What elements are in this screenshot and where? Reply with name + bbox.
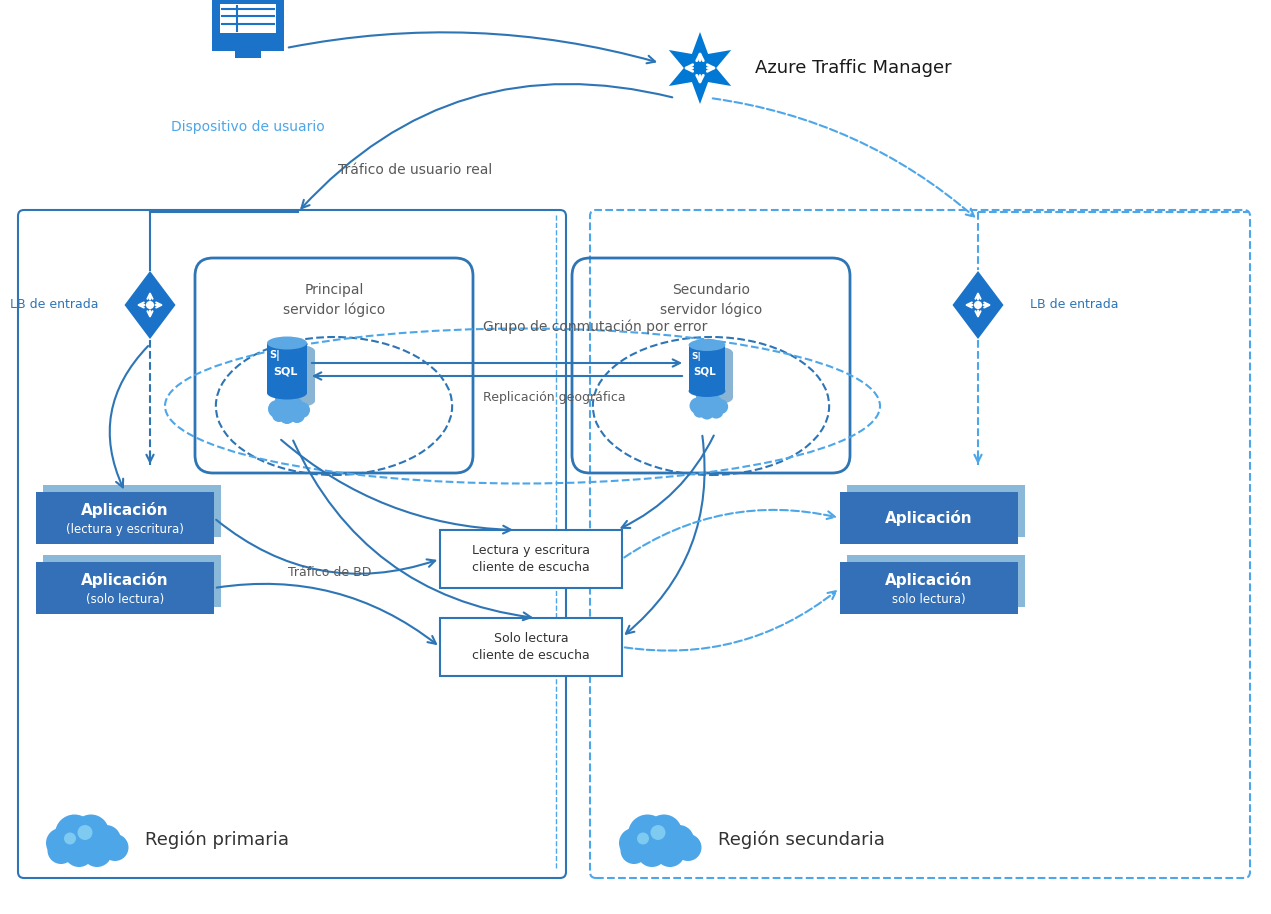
Circle shape: [55, 814, 94, 854]
Circle shape: [275, 394, 296, 416]
Bar: [440, 530, 622, 588]
Bar: [212, 40, 283, 50]
Text: Dispositivo de usuario: Dispositivo de usuario: [172, 120, 325, 134]
Circle shape: [102, 834, 128, 861]
Circle shape: [280, 408, 295, 424]
Circle shape: [64, 837, 94, 867]
Text: S|: S|: [691, 352, 700, 361]
Ellipse shape: [689, 385, 726, 397]
Bar: [220, 4, 276, 33]
Text: Principal
servidor lógico: Principal servidor lógico: [283, 283, 385, 317]
Circle shape: [646, 814, 683, 851]
Circle shape: [699, 405, 714, 420]
Text: solo lectura): solo lectura): [892, 592, 966, 605]
Bar: [43, 555, 221, 607]
Bar: [275, 351, 315, 401]
Ellipse shape: [689, 339, 726, 351]
Text: (lectura y escritura): (lectura y escritura): [66, 523, 184, 536]
Bar: [840, 562, 1018, 614]
Bar: [440, 618, 622, 676]
Text: Aplicación: Aplicación: [885, 572, 972, 588]
Circle shape: [289, 407, 305, 423]
Bar: [36, 562, 214, 614]
Text: Tráfico de usuario real: Tráfico de usuario real: [338, 163, 492, 177]
FancyBboxPatch shape: [212, 0, 283, 36]
Bar: [840, 492, 1018, 544]
Bar: [267, 343, 308, 393]
Text: Secundario
servidor lógico: Secundario servidor lógico: [660, 283, 763, 317]
Circle shape: [146, 301, 154, 309]
Bar: [689, 345, 726, 391]
Circle shape: [294, 402, 310, 418]
Text: Azure Traffic Manager: Azure Traffic Manager: [755, 59, 952, 77]
Bar: [36, 492, 214, 544]
Text: (solo lectura): (solo lectura): [86, 592, 164, 605]
Circle shape: [64, 833, 76, 845]
Text: Aplicación: Aplicación: [81, 502, 169, 518]
Circle shape: [690, 398, 707, 414]
Bar: [846, 485, 1024, 537]
Circle shape: [78, 825, 93, 840]
Circle shape: [637, 833, 649, 845]
Text: LB de entrada: LB de entrada: [1030, 299, 1118, 312]
Ellipse shape: [275, 395, 315, 408]
Text: Solo lectura
cliente de escucha: Solo lectura cliente de escucha: [472, 632, 590, 662]
Ellipse shape: [275, 345, 315, 357]
Polygon shape: [669, 32, 731, 104]
Circle shape: [713, 399, 728, 414]
Text: S|: S|: [269, 350, 281, 361]
Polygon shape: [212, 0, 283, 40]
Text: SQL: SQL: [273, 367, 297, 377]
Circle shape: [637, 837, 667, 867]
Circle shape: [268, 400, 286, 418]
Circle shape: [620, 837, 647, 864]
Ellipse shape: [697, 346, 733, 358]
Circle shape: [83, 837, 112, 867]
Ellipse shape: [267, 336, 308, 349]
Text: Grupo de conmutación por error: Grupo de conmutación por error: [483, 320, 708, 335]
Circle shape: [709, 404, 723, 419]
Circle shape: [47, 837, 75, 864]
Circle shape: [92, 825, 121, 855]
Text: SQL: SQL: [694, 367, 717, 377]
Polygon shape: [952, 271, 1004, 339]
Text: Aplicación: Aplicación: [885, 510, 972, 526]
Circle shape: [651, 825, 666, 840]
Ellipse shape: [267, 387, 308, 399]
Text: Tráfico de BD: Tráfico de BD: [289, 566, 371, 579]
Text: Lectura y escritura
cliente de escucha: Lectura y escritura cliente de escucha: [472, 544, 590, 574]
Text: Aplicación: Aplicación: [81, 572, 169, 588]
Circle shape: [628, 814, 667, 854]
Circle shape: [974, 301, 982, 309]
Circle shape: [663, 825, 694, 855]
Circle shape: [619, 828, 649, 858]
Circle shape: [695, 392, 716, 412]
Text: LB de entrada: LB de entrada: [9, 299, 98, 312]
Circle shape: [655, 837, 685, 867]
Bar: [235, 50, 261, 58]
Circle shape: [283, 397, 304, 417]
Text: Región secundaria: Región secundaria: [718, 831, 885, 849]
Text: Replicación geográfica: Replicación geográfica: [483, 391, 625, 405]
Text: Región primaria: Región primaria: [145, 831, 289, 849]
Circle shape: [675, 834, 702, 861]
Circle shape: [46, 828, 76, 858]
Polygon shape: [125, 271, 175, 339]
Circle shape: [693, 405, 707, 418]
Bar: [697, 353, 733, 399]
Ellipse shape: [697, 392, 733, 404]
Circle shape: [704, 395, 723, 413]
Bar: [846, 555, 1024, 607]
Circle shape: [272, 408, 286, 422]
Circle shape: [72, 814, 109, 851]
Bar: [43, 485, 221, 537]
